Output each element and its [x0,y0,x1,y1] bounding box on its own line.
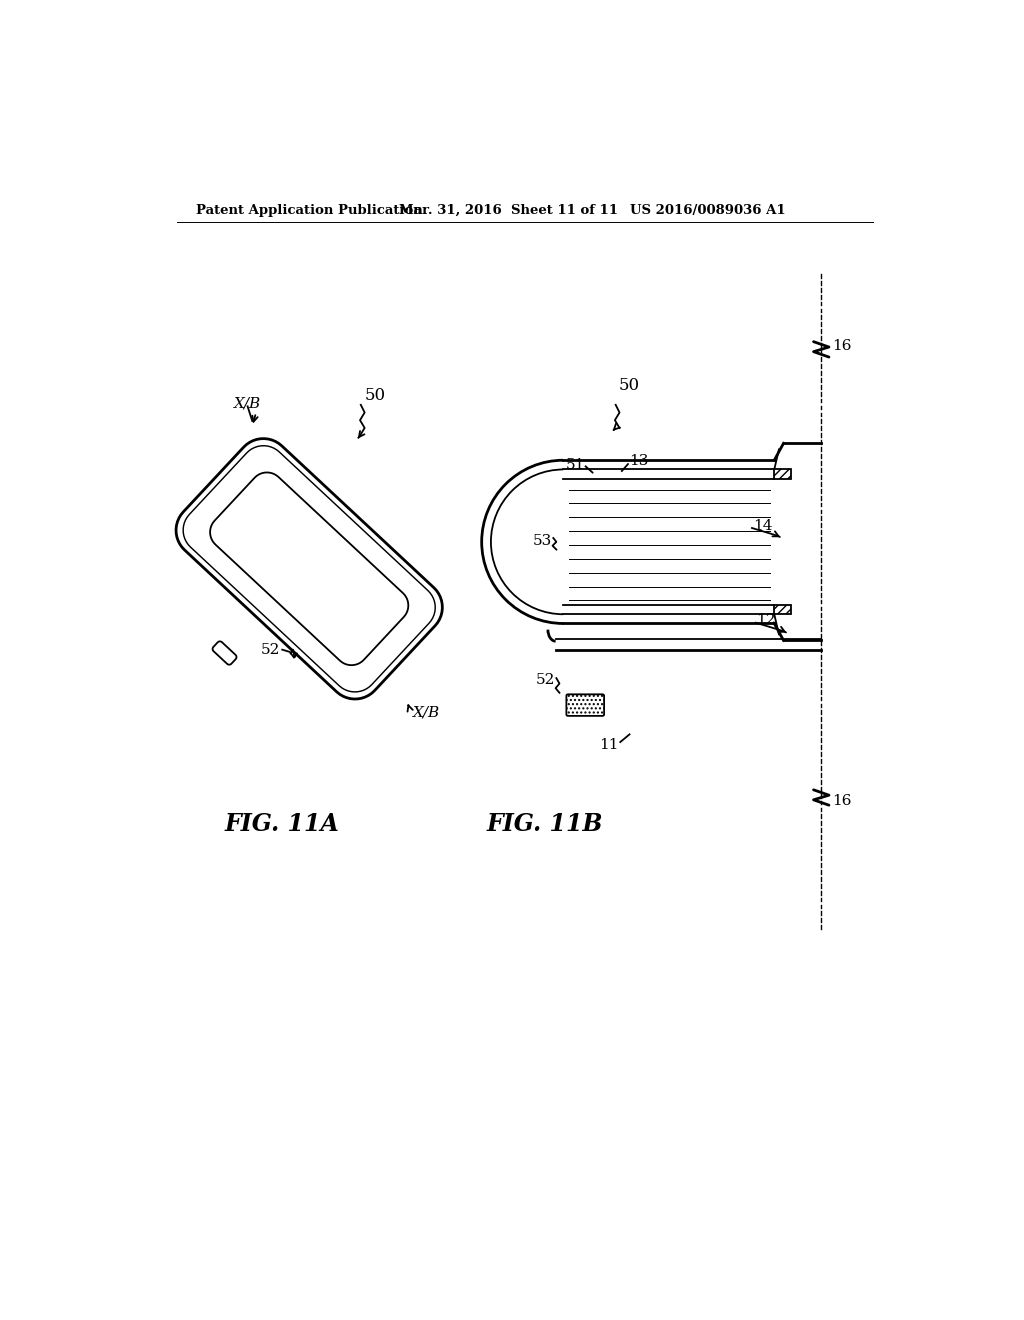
Bar [774,605,792,614]
Text: Mar. 31, 2016  Sheet 11 of 11: Mar. 31, 2016 Sheet 11 of 11 [398,205,617,218]
Text: FIG. 11A: FIG. 11A [224,812,339,837]
Text: 51: 51 [565,458,585,471]
Text: 12: 12 [757,614,776,627]
Text: 52: 52 [260,643,280,656]
Text: X/B: X/B [233,396,261,411]
Text: US 2016/0089036 A1: US 2016/0089036 A1 [630,205,785,218]
Text: 53: 53 [532,535,552,548]
Text: 16: 16 [833,338,852,352]
Bar [774,470,792,479]
Text: 13: 13 [630,454,649,469]
Text: 50: 50 [365,387,386,404]
Text: 11: 11 [599,738,618,752]
Text: X/B: X/B [413,706,440,719]
Polygon shape [213,642,237,665]
Text: Patent Application Publication: Patent Application Publication [196,205,423,218]
Text: 14: 14 [753,519,772,533]
Text: 50: 50 [618,378,640,395]
Text: FIG. 11B: FIG. 11B [486,812,603,837]
Polygon shape [176,438,442,700]
Text: 52: 52 [536,673,555,688]
Text: 16: 16 [833,795,852,808]
